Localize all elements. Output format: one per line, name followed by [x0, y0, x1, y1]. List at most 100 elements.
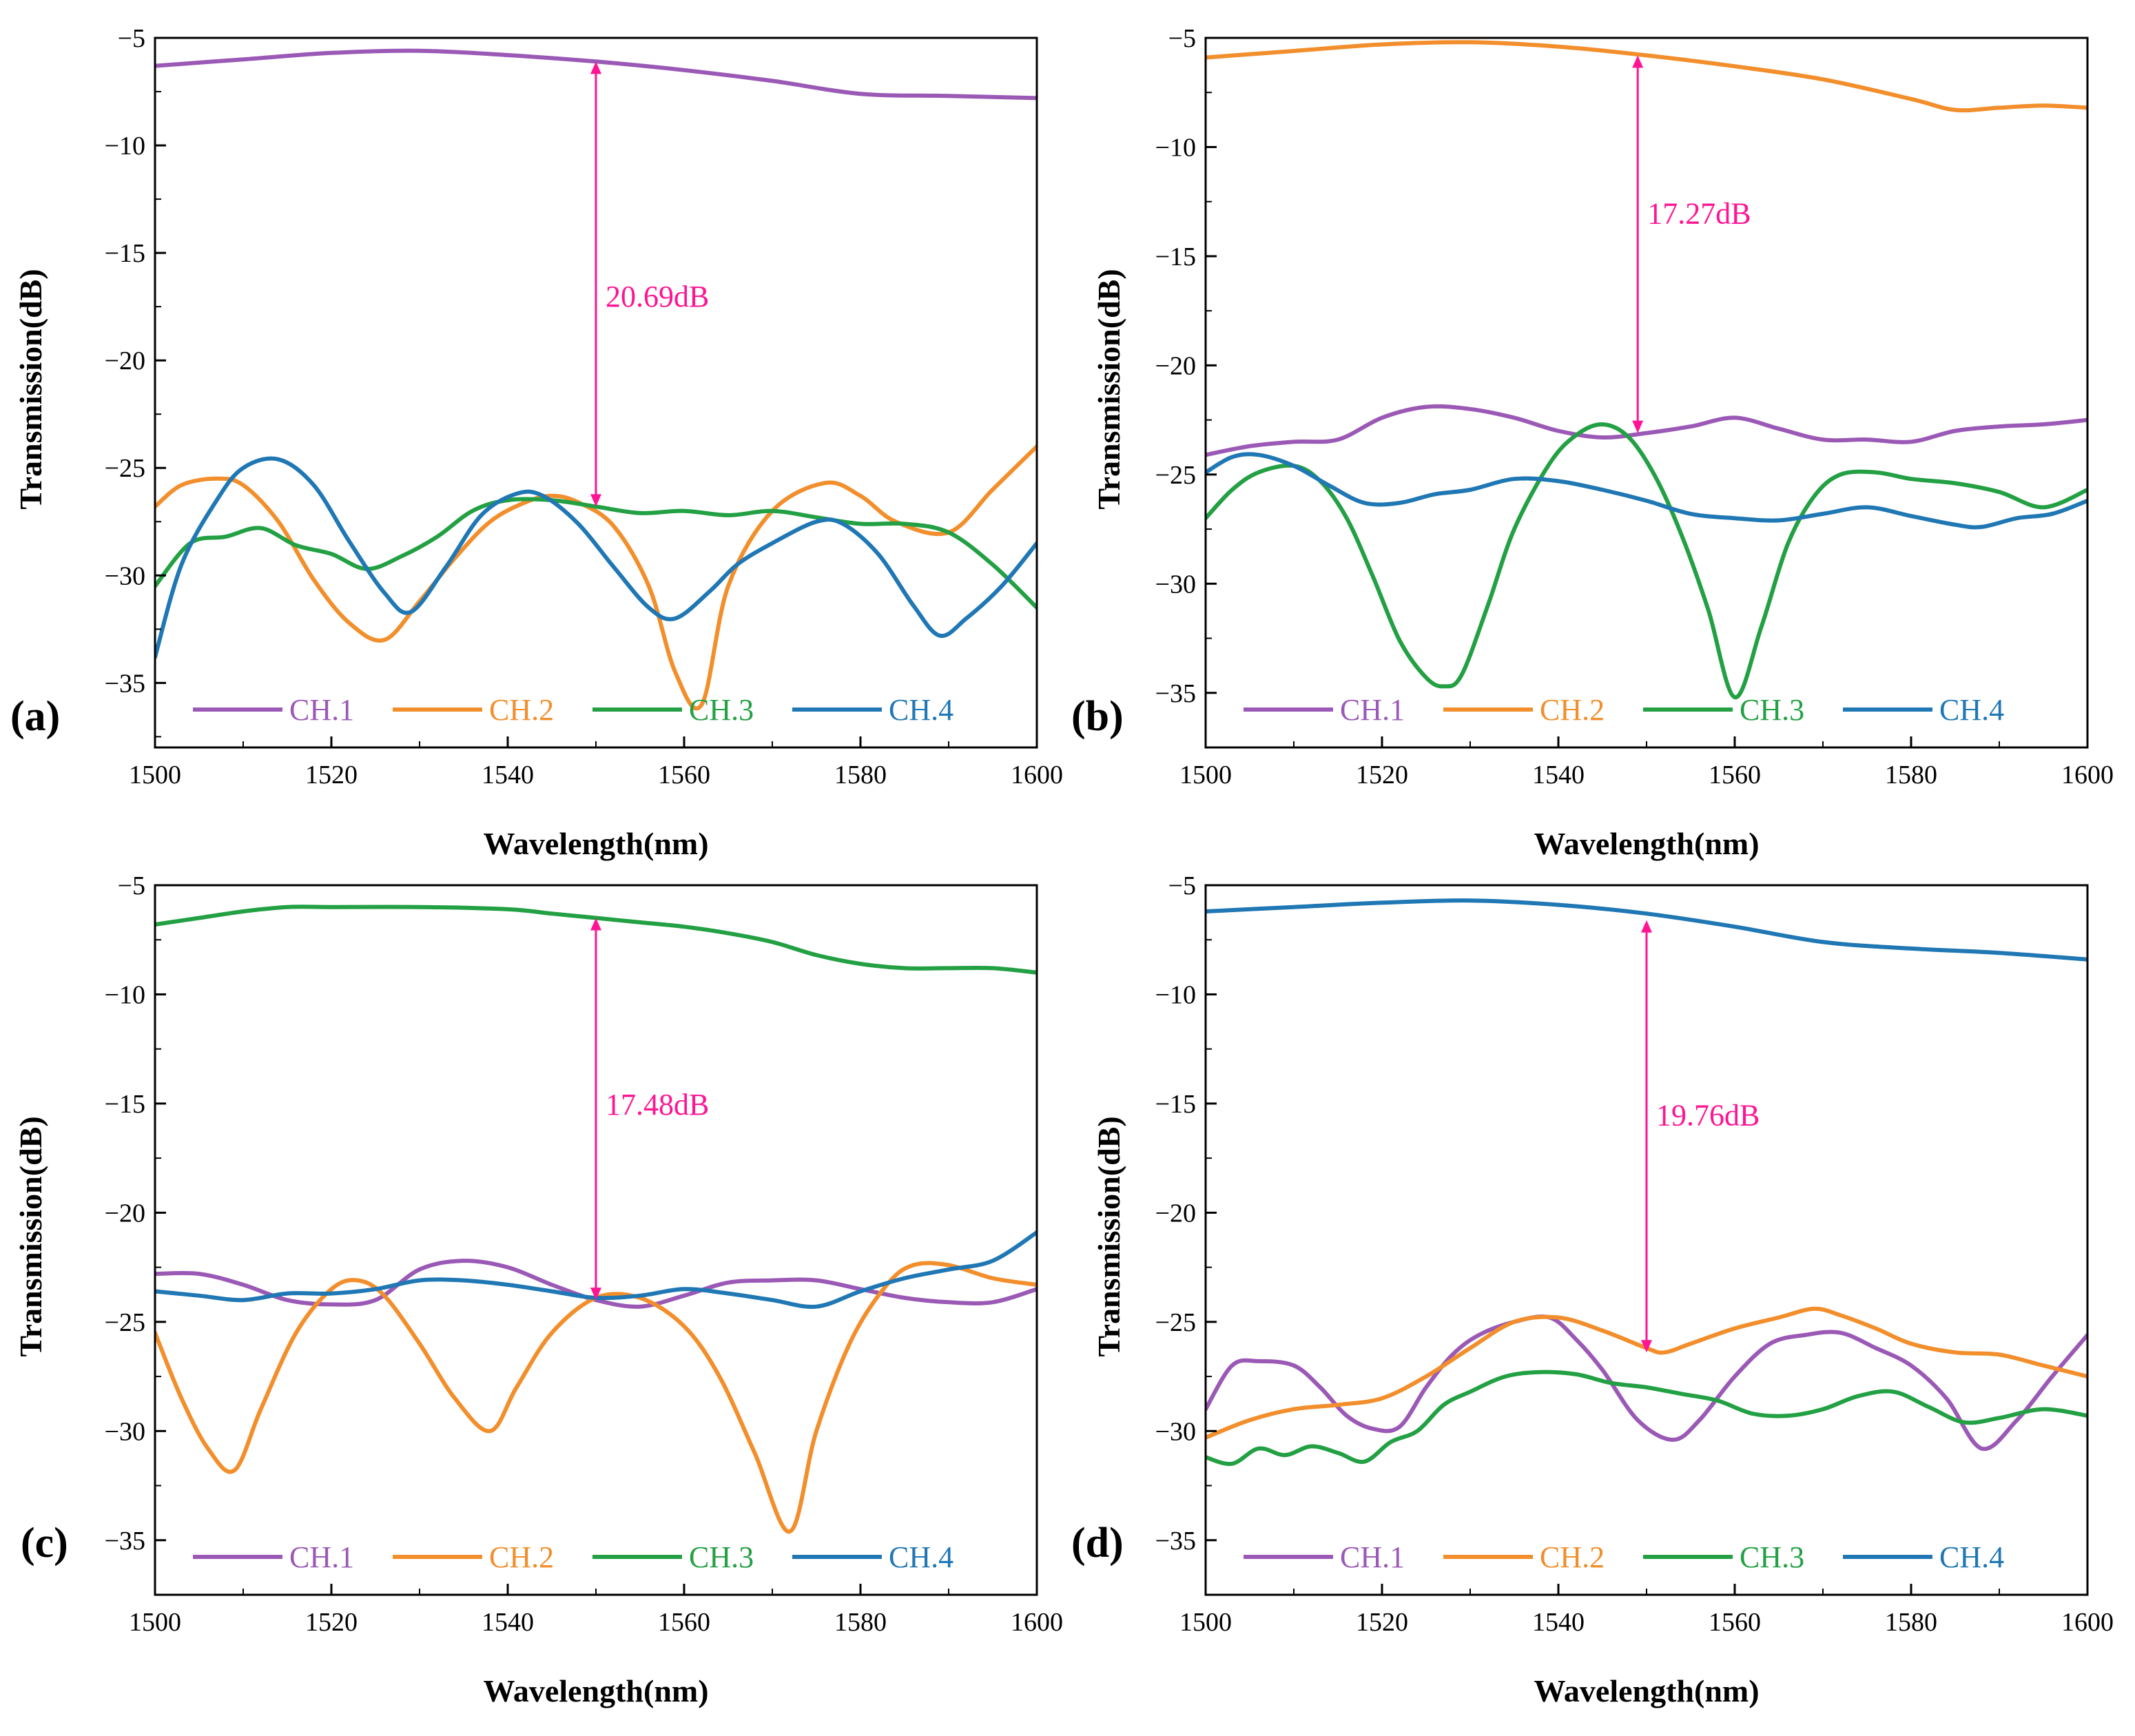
annotation-arrowhead-bottom: [590, 1288, 601, 1301]
series-line-ch4: [1206, 898, 2087, 962]
x-tick-label: 1500: [129, 1608, 181, 1637]
legend-label: CH.2: [489, 1540, 554, 1574]
x-axis-title: Wavelength(nm): [1534, 1673, 1759, 1708]
plot-frame: [1204, 37, 2089, 749]
series-line-ch3: [1206, 422, 2087, 700]
x-axis-title: Wavelength(nm): [483, 826, 708, 861]
y-tick-label: −30: [105, 1417, 145, 1446]
annotation-arrowhead-top: [1641, 920, 1652, 933]
series-line-ch2: [1206, 1306, 2087, 1440]
annotation-label: 17.48dB: [606, 1088, 709, 1122]
x-axis-title: Wavelength(nm): [1534, 826, 1759, 861]
y-tick-label: −35: [1155, 1527, 1196, 1556]
x-tick-label: 1580: [834, 761, 887, 789]
legend-label: CH.1: [1340, 693, 1405, 727]
legend-label: CH.4: [889, 693, 953, 727]
legend-label: CH.4: [1939, 1540, 2004, 1574]
panel-label: (b): [1071, 693, 1124, 740]
legend-label: CH.3: [1740, 1540, 1804, 1574]
series-line-ch1: [1206, 404, 2087, 457]
legend-label: CH.3: [689, 1540, 754, 1574]
annotation-arrowhead-bottom: [1641, 1340, 1652, 1353]
y-tick-label: −20: [105, 1199, 145, 1228]
annotation-label: 17.27dB: [1647, 196, 1751, 230]
y-tick-label: −35: [1155, 679, 1196, 708]
y-tick-label: −10: [1155, 133, 1196, 162]
annotation-arrowhead-bottom: [1632, 420, 1644, 433]
x-tick-label: 1580: [1885, 761, 1937, 789]
legend-label: CH.1: [289, 693, 354, 727]
y-tick-label: −10: [1155, 980, 1196, 1009]
series-line-ch4: [155, 456, 1037, 659]
y-axis-title: Transmission(dB): [1091, 1116, 1126, 1356]
annotation-arrowhead-top: [590, 61, 601, 74]
x-tick-label: 1500: [1179, 761, 1232, 789]
x-tick-label: 1520: [305, 1608, 358, 1637]
y-tick-label: −10: [105, 132, 145, 161]
x-tick-label: 1520: [305, 761, 358, 789]
annotation-arrowhead-top: [1632, 55, 1644, 68]
panel-label: (c): [21, 1520, 68, 1567]
y-tick-label: −15: [105, 1090, 145, 1119]
legend-label: CH.4: [1939, 693, 2004, 727]
panel-label: (d): [1071, 1520, 1124, 1567]
y-tick-label: −5: [118, 871, 145, 900]
legend-label: CH.3: [1740, 693, 1804, 727]
y-tick-label: −20: [1155, 351, 1196, 380]
annotation-label: 20.69dB: [606, 280, 709, 313]
y-tick-label: −20: [1155, 1199, 1196, 1228]
y-tick-label: −35: [105, 1527, 145, 1556]
x-tick-label: 1520: [1356, 1608, 1408, 1637]
x-tick-label: 1500: [1179, 1608, 1232, 1637]
series-line-ch3: [1206, 1370, 2087, 1467]
x-tick-label: 1580: [834, 1608, 887, 1637]
y-tick-label: −5: [118, 24, 145, 53]
y-tick-label: −15: [1155, 242, 1196, 271]
x-tick-label: 1560: [1709, 1608, 1761, 1637]
x-tick-label: 1580: [1885, 1608, 1937, 1637]
x-tick-label: 1540: [482, 761, 534, 789]
y-tick-label: −15: [1155, 1090, 1196, 1119]
y-tick-label: −15: [105, 239, 145, 268]
series-line-ch1: [155, 48, 1037, 101]
x-tick-label: 1560: [658, 761, 710, 789]
panel-label: (a): [10, 693, 60, 740]
x-tick-label: 1500: [129, 761, 181, 789]
x-axis-title: Wavelength(nm): [483, 1673, 708, 1708]
y-tick-label: −5: [1168, 871, 1196, 900]
x-tick-label: 1540: [1532, 761, 1585, 789]
series-group: [1206, 40, 2087, 700]
annotation-label: 19.76dB: [1656, 1099, 1760, 1133]
y-tick-label: −20: [105, 347, 145, 375]
series-group: [1206, 898, 2087, 1467]
series-line-ch2: [155, 1261, 1037, 1534]
y-tick-label: −5: [1168, 24, 1196, 53]
legend-label: CH.2: [1540, 693, 1605, 727]
x-tick-label: 1560: [658, 1608, 710, 1637]
y-tick-label: −30: [1155, 1417, 1196, 1446]
series-line-ch2: [155, 444, 1037, 711]
y-tick-label: −25: [1155, 1308, 1196, 1337]
y-tick-label: −30: [1155, 570, 1196, 599]
series-line-ch1: [1206, 1314, 2087, 1451]
y-axis-title: Transmission(dB): [13, 269, 48, 509]
legend-label: CH.1: [289, 1540, 354, 1574]
y-tick-label: −10: [105, 980, 145, 1009]
y-axis-title: Transmission(dB): [13, 1116, 48, 1356]
y-tick-label: −35: [105, 669, 145, 698]
y-tick-label: −30: [105, 561, 145, 590]
y-axis-title: Transmission(dB): [1091, 269, 1126, 509]
y-tick-label: −25: [105, 454, 145, 483]
panel-b: Transmission(dB) Wavelength(nm) (b) 1500…: [1071, 24, 2114, 861]
x-tick-label: 1560: [1709, 761, 1761, 789]
panel-c: Transmission(dB) Wavelength(nm) (c) 1500…: [13, 871, 1063, 1708]
series-group: [155, 48, 1037, 711]
x-tick-label: 1600: [1011, 761, 1063, 789]
y-tick-label: −25: [1155, 461, 1196, 490]
panel-a: Transmission(dB) Wavelength(nm) (a) 1500…: [10, 24, 1063, 861]
x-tick-label: 1520: [1356, 761, 1408, 789]
x-tick-label: 1540: [1532, 1608, 1585, 1637]
series-line-ch2: [1206, 40, 2087, 113]
annotation-arrowhead-bottom: [590, 494, 601, 507]
